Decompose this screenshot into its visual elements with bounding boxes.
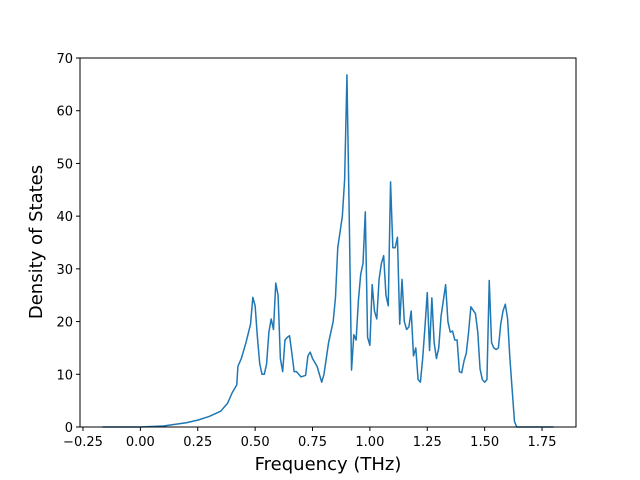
x-axis-label: Frequency (THz) xyxy=(255,454,402,475)
x-tick-label: 1.50 xyxy=(470,435,499,450)
x-tick-label: 0.00 xyxy=(126,435,155,450)
line-series xyxy=(102,74,554,428)
x-tick-label: −0.25 xyxy=(63,435,103,450)
y-axis-label: Density of States xyxy=(26,165,47,319)
y-tick-label: 10 xyxy=(56,368,73,383)
x-tick-label: 1.00 xyxy=(355,435,384,450)
plot-frame xyxy=(79,57,577,428)
x-tick-label: 0.75 xyxy=(298,435,327,450)
y-tick-label: 0 xyxy=(65,421,73,436)
y-tick-label: 60 xyxy=(56,105,73,120)
x-tick-label: 1.25 xyxy=(413,435,442,450)
y-tick-label: 70 xyxy=(56,52,73,67)
y-tick-label: 30 xyxy=(56,263,73,278)
y-tick-label: 50 xyxy=(56,157,73,172)
y-tick-label: 40 xyxy=(56,210,73,225)
x-tick-label: 0.50 xyxy=(241,435,270,450)
y-tick-label: 20 xyxy=(56,316,73,331)
x-tick-label: 0.25 xyxy=(183,435,212,450)
x-tick-label: 1.75 xyxy=(528,435,557,450)
